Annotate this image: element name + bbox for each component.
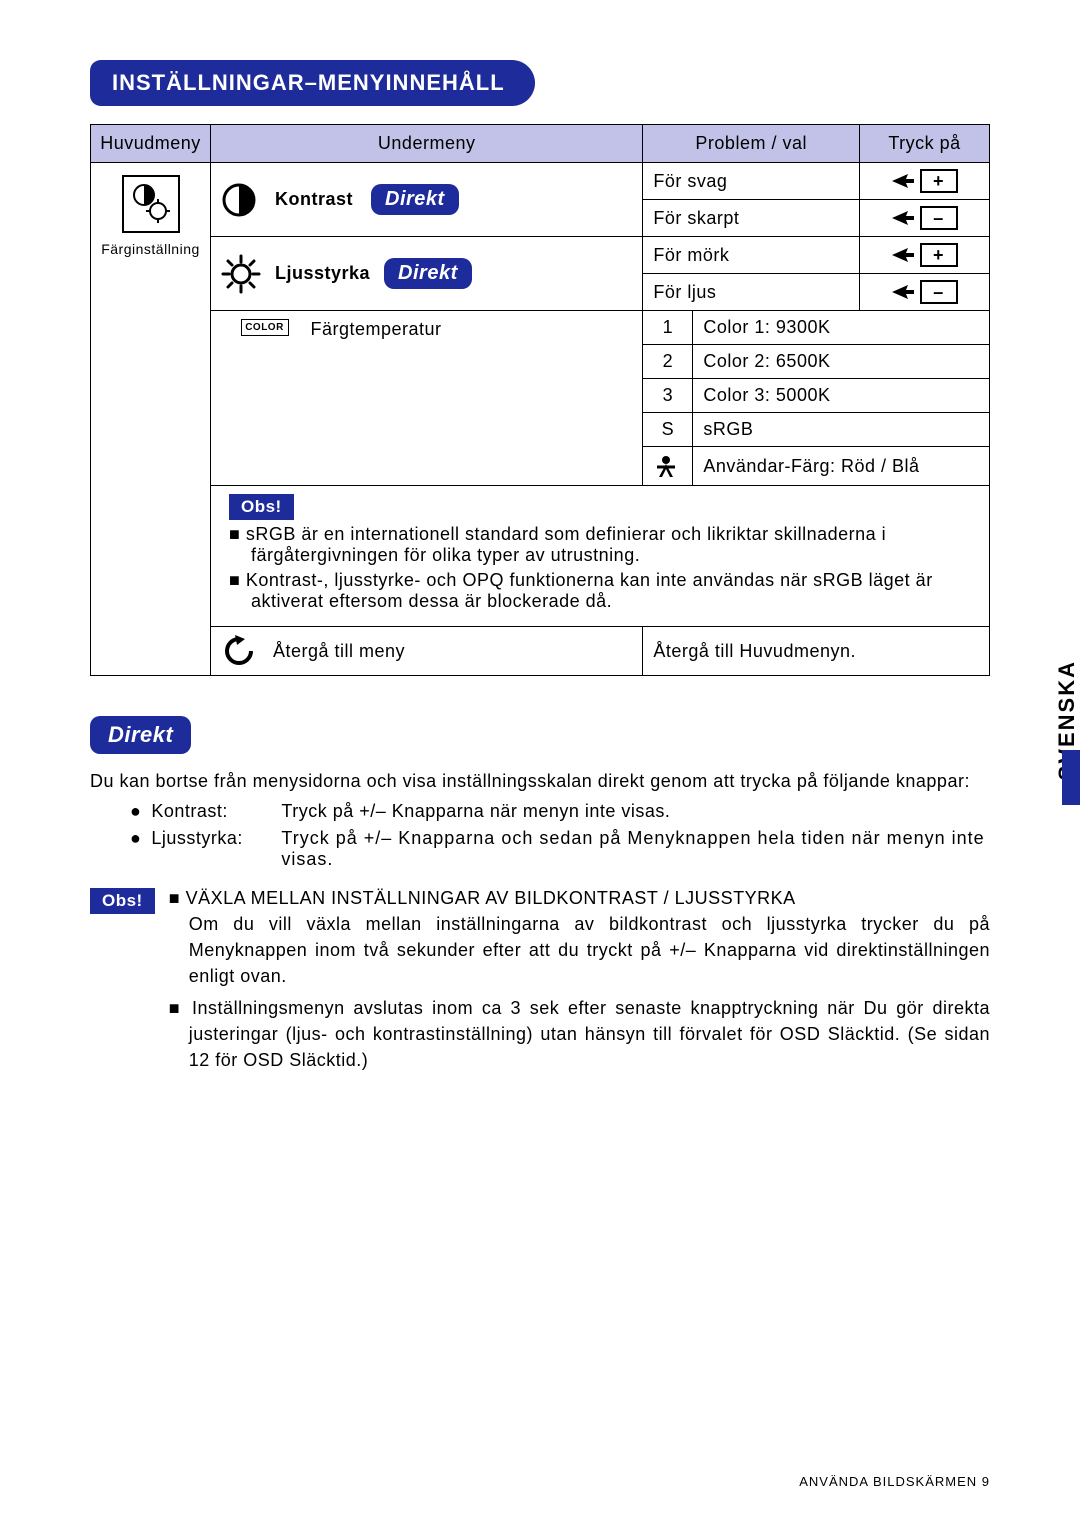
- language-tab-bar: [1062, 750, 1080, 805]
- contrast-problem-1: För svag: [643, 163, 860, 200]
- direkt-badge-2: Direkt: [384, 258, 472, 289]
- bright-problem-2: För ljus: [643, 274, 860, 311]
- brightness-icon: [221, 254, 261, 294]
- colortemp-label: Färgtemperatur: [311, 311, 643, 486]
- obs2-p1: Om du vill växla mellan inställningarna …: [169, 911, 990, 989]
- direkt-badge: Direkt: [371, 184, 459, 215]
- return-value: Återgå till Huvudmenyn.: [643, 627, 990, 676]
- contrast-problem-2: För skarpt: [643, 200, 860, 237]
- col-sub: Undermeny: [211, 125, 643, 163]
- return-icon: [221, 633, 257, 669]
- obs-item-1: ■ sRGB är en internationell standard som…: [229, 524, 971, 566]
- col-press: Tryck på: [860, 125, 990, 163]
- bright-problem-1: För mörk: [643, 237, 860, 274]
- page-section-title: INSTÄLLNINGAR–MENYINNEHÅLL: [90, 60, 535, 106]
- user-color-icon: [643, 447, 693, 486]
- main-menu-label: Färginställning: [91, 241, 210, 257]
- direkt-intro: Du kan bortse från menysidorna och visa …: [90, 768, 990, 795]
- obs2-block: Obs! ■ VÄXLA MELLAN INSTÄLLNINGAR AV BIL…: [90, 888, 990, 1074]
- obs-item-2: ■ Kontrast-, ljusstyrke- och OPQ funktio…: [229, 570, 971, 612]
- ct-val-3: Color 3: 5000K: [693, 379, 990, 413]
- press-minus-2[interactable]: –: [870, 280, 979, 304]
- ct-val-2: Color 2: 6500K: [693, 345, 990, 379]
- direkt-ljus-row: ● Ljusstyrka: Tryck på +/– Knapparna och…: [90, 828, 990, 870]
- obs2-badge: Obs!: [90, 888, 155, 914]
- col-problem: Problem / val: [643, 125, 860, 163]
- brightness-label: Ljusstyrka: [275, 263, 370, 284]
- direkt-kontrast-row: ● Kontrast: Tryck på +/– Knapparna när m…: [90, 801, 990, 822]
- ct-key-3: 3: [643, 379, 693, 413]
- ct-key-2: 2: [643, 345, 693, 379]
- return-label: Återgå till meny: [273, 641, 405, 662]
- obs2-p2: Inställningsmenyn avslutas inom ca 3 sek…: [189, 998, 990, 1070]
- ct-key-1: 1: [643, 311, 693, 345]
- contrast-label: Kontrast: [275, 189, 353, 210]
- contrast-icon: [221, 182, 257, 218]
- direkt-title: Direkt: [90, 716, 191, 754]
- settings-table: Huvudmeny Undermeny Problem / val Tryck …: [90, 124, 990, 676]
- press-plus-2[interactable]: +: [870, 243, 979, 267]
- obs-badge: Obs!: [229, 494, 294, 520]
- ct-val-1: Color 1: 9300K: [693, 311, 990, 345]
- obs2-heading: VÄXLA MELLAN INSTÄLLNINGAR AV BILDKONTRA…: [186, 888, 796, 908]
- color-setting-icon: [122, 175, 180, 233]
- ct-key-s: S: [643, 413, 693, 447]
- ct-val-user: Användar-Färg: Röd / Blå: [693, 447, 990, 486]
- direkt-section: Direkt Du kan bortse från menysidorna oc…: [90, 716, 990, 1074]
- press-plus[interactable]: +: [870, 169, 979, 193]
- page-footer: ANVÄNDA BILDSKÄRMEN 9: [799, 1474, 990, 1489]
- press-minus[interactable]: –: [870, 206, 979, 230]
- col-main: Huvudmeny: [91, 125, 211, 163]
- color-badge: COLOR: [241, 319, 289, 336]
- ct-val-s: sRGB: [693, 413, 990, 447]
